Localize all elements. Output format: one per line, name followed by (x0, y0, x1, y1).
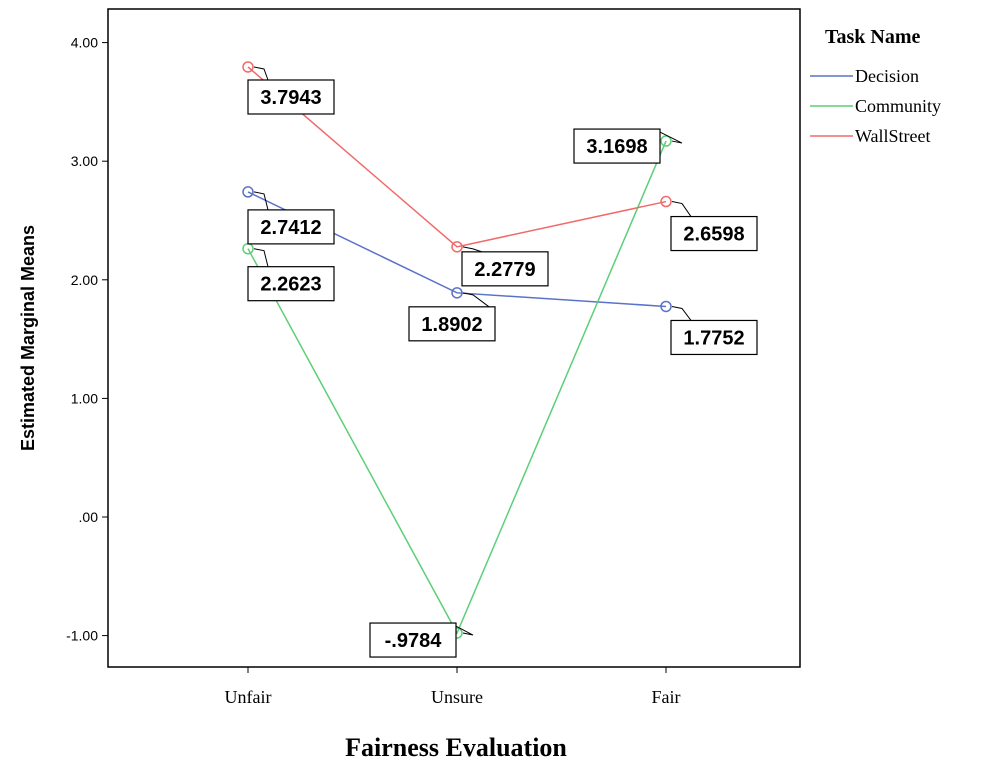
legend-title: Task Name (825, 26, 921, 48)
data-point-wallstreet (660, 195, 672, 208)
data-label-community: 2.2623 (260, 274, 321, 296)
data-label-box (369, 622, 457, 658)
data-label-box (670, 215, 758, 252)
y-tick-label: -1.00 (66, 628, 98, 644)
data-point-decision (242, 186, 254, 198)
data-label-wallstreet: 2.6598 (683, 224, 744, 246)
x-tick-label: Unfair (225, 687, 272, 707)
legend-label-decision: Decision (855, 66, 919, 86)
legend-label-wallstreet: WallStreet (855, 126, 931, 146)
data-point-decision (660, 300, 672, 313)
data-label-leader (449, 622, 474, 636)
data-label-box (408, 306, 496, 342)
data-label-decision: 1.7752 (683, 327, 744, 349)
data-point-decision (451, 287, 463, 299)
x-tick-label: Unsure (431, 687, 483, 707)
data-label-box (573, 128, 661, 164)
data-label-leader (253, 66, 269, 81)
data-point-wallstreet (242, 61, 254, 73)
data-point-wallstreet (451, 241, 463, 253)
data-label-box (670, 319, 758, 356)
data-label-wallstreet: 3.7943 (260, 87, 321, 109)
y-tick-label: 4.00 (71, 35, 98, 51)
data-label-leader (671, 305, 692, 321)
data-label-box (247, 79, 335, 115)
y-tick-label: 2.00 (71, 272, 98, 288)
data-label-decision: 1.8902 (421, 314, 482, 336)
y-tick-label: 3.00 (71, 153, 98, 169)
data-label-leader (253, 248, 269, 267)
series-line-community (247, 140, 667, 635)
data-point-community (660, 135, 672, 147)
data-label-box (247, 209, 335, 245)
data-label-decision: 2.7412 (260, 217, 321, 239)
y-tick-label: 1.00 (71, 390, 98, 406)
data-label-leader (462, 292, 490, 308)
legend-label-community: Community (855, 96, 941, 116)
data-label-box (461, 251, 549, 287)
data-label-wallstreet: 2.2779 (474, 259, 535, 281)
y-tick-label: .00 (79, 509, 99, 525)
data-label-community: 3.1698 (586, 136, 647, 158)
data-label-leader (671, 201, 692, 217)
x-axis-title: Fairness Evaluation (345, 733, 567, 762)
y-axis-title: Estimated Marginal Means (18, 225, 38, 451)
x-tick-label: Fair (652, 687, 681, 707)
data-label-leader (462, 246, 483, 253)
series-line-wallstreet (247, 66, 667, 248)
data-label-leader (653, 128, 683, 144)
data-label-box (247, 266, 335, 302)
data-label-leader (253, 191, 269, 211)
data-label-community: -.9784 (385, 630, 443, 652)
